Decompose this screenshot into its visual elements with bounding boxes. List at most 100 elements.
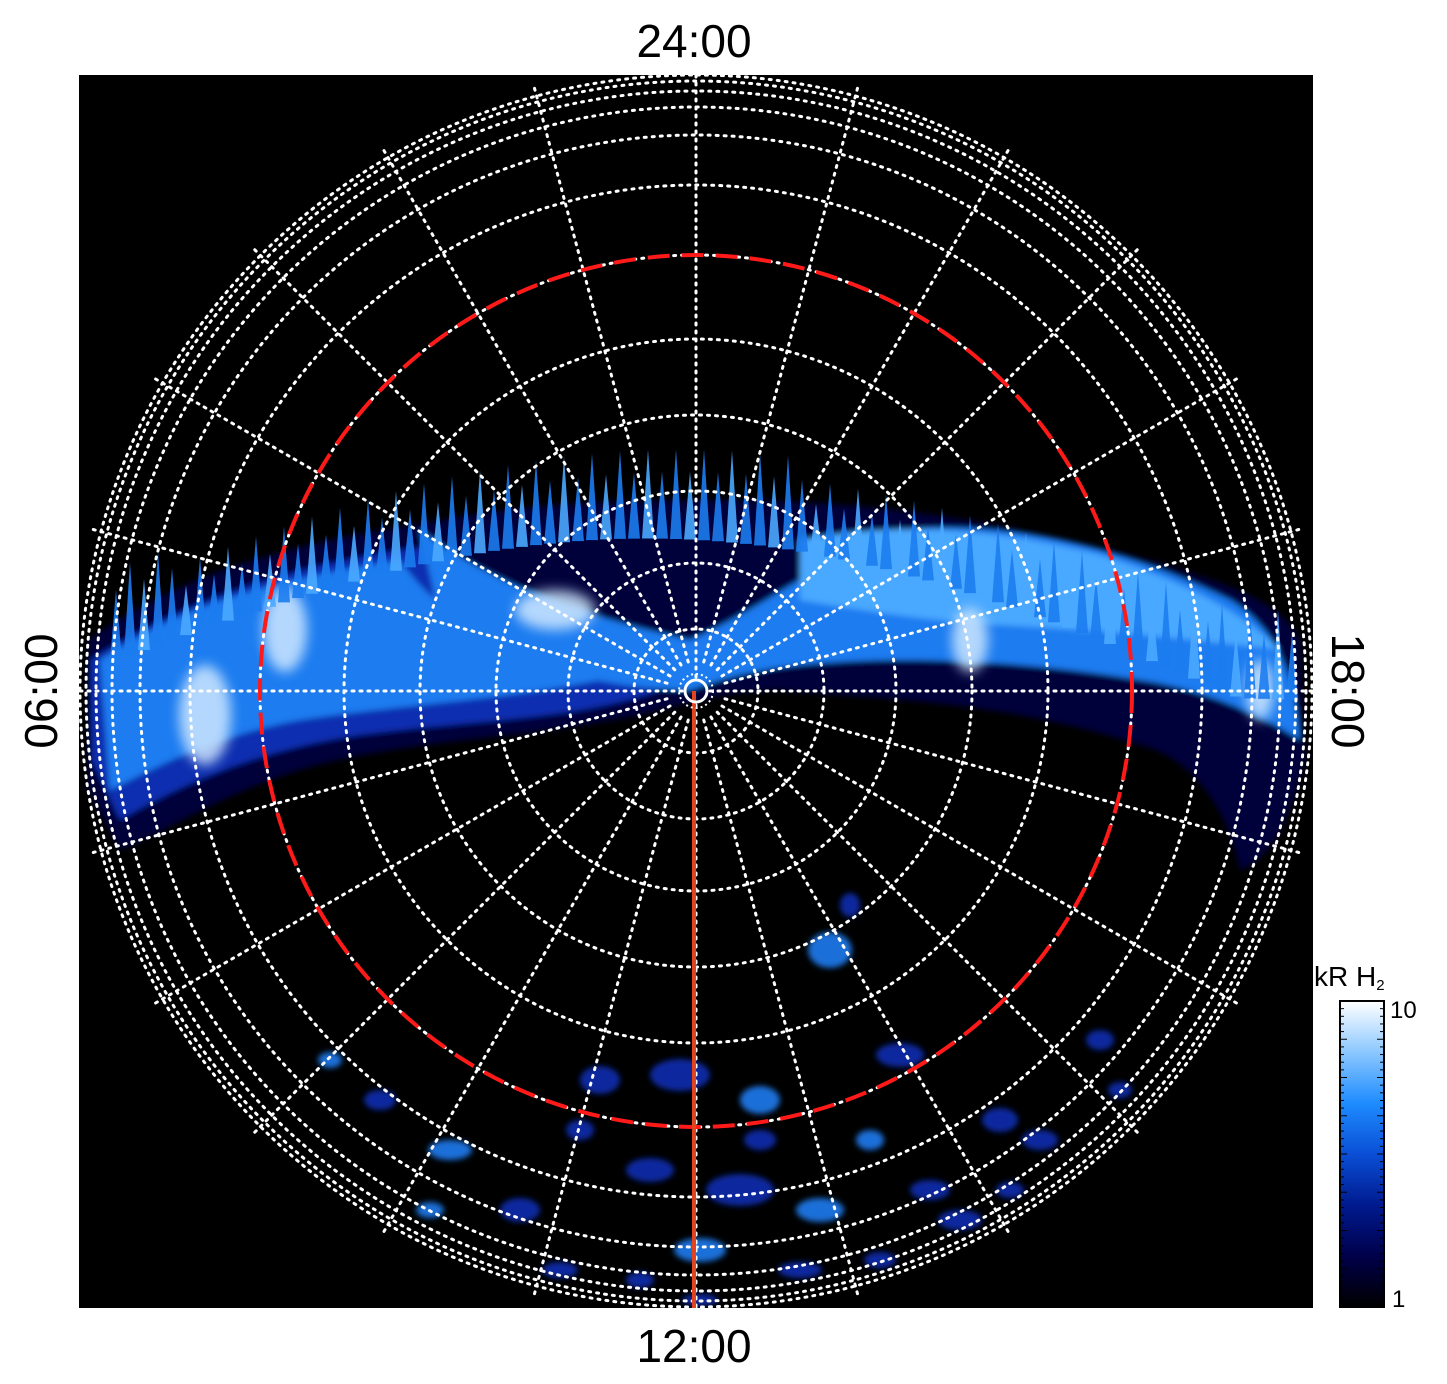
label-top-24h: 24:00 (636, 15, 751, 67)
meridian-line (702, 718, 860, 1297)
meridian-line (723, 697, 1302, 855)
band-spike (152, 551, 164, 646)
band-spike (1258, 632, 1270, 699)
band-spike (1006, 550, 1018, 608)
band-spike (138, 579, 150, 651)
band-spike (964, 515, 976, 594)
band-spike (922, 526, 934, 581)
band-spike (880, 494, 892, 570)
emission-patch (674, 1238, 726, 1262)
band-spike (992, 523, 1004, 603)
emission-patch (428, 1140, 472, 1160)
band-spike (418, 483, 430, 565)
emission-patch (938, 1210, 982, 1230)
emission-patch (1022, 1130, 1058, 1150)
band-spikes (110, 448, 1298, 700)
colorbar-max-label: 10 (1390, 997, 1417, 1024)
emission-patch (840, 893, 860, 917)
band-spike (1048, 541, 1060, 623)
band-spike (628, 472, 640, 539)
band-spike (656, 471, 668, 539)
emission-patch (500, 1198, 540, 1222)
band-spike (684, 471, 696, 540)
emission-patch (910, 1180, 950, 1200)
band-spike (1174, 609, 1186, 673)
emission-patch (744, 1130, 776, 1150)
band-spike (180, 585, 192, 636)
band-spike (572, 477, 584, 542)
meridian-line (720, 704, 1239, 1005)
meridian-line (153, 377, 672, 678)
label-left-06h: 06:00 (15, 633, 67, 748)
band-spike (908, 500, 920, 577)
band-spike (1104, 560, 1116, 644)
meridian-line (709, 148, 1010, 667)
band-spike (642, 449, 654, 539)
band-spike (488, 489, 500, 551)
emission-patch (856, 1130, 884, 1150)
meridian-line (382, 148, 683, 667)
hotspot (263, 588, 307, 672)
pole-marker-ring (678, 673, 714, 709)
band-spike (894, 519, 906, 573)
band-spike (474, 470, 486, 554)
meridian-line (720, 377, 1239, 678)
meridian-line (709, 715, 1010, 1234)
hotspot (515, 590, 595, 630)
band-spike (768, 476, 780, 548)
band-spike (600, 474, 612, 540)
band-spike (334, 507, 346, 586)
band-spike (1146, 599, 1158, 662)
band-spike (432, 502, 444, 562)
band-spike (390, 490, 402, 571)
latitude-circle (84, 79, 1308, 1303)
emission-patch (580, 1066, 620, 1094)
emission-patch (626, 1272, 654, 1288)
meridian-line (723, 527, 1302, 685)
meridian-line (252, 247, 677, 672)
band-spike (502, 464, 514, 549)
band-spike (1202, 620, 1214, 685)
band-spike (670, 448, 682, 539)
band-spike (824, 483, 836, 557)
emission-patch (364, 1090, 396, 1110)
band-spike (278, 526, 290, 603)
colorbar-title: kR H2 (1314, 961, 1385, 994)
colorbar-ticks (1340, 1000, 1384, 1308)
band-spike (222, 546, 234, 621)
meridian-line (90, 697, 669, 855)
emission-patch (808, 932, 852, 968)
band-spike (166, 568, 178, 641)
meridian-line (252, 710, 677, 1135)
polar-grid (79, 75, 1313, 1308)
band-spike (1160, 581, 1172, 667)
emission-patch (706, 1174, 774, 1206)
band-spike (712, 472, 724, 542)
meridian-line (532, 718, 690, 1297)
colorbar-title-main: kR H (1314, 961, 1376, 992)
band-spike (208, 574, 220, 626)
band-spike (404, 509, 416, 568)
band-spike (306, 516, 318, 594)
band-spike (1188, 592, 1200, 679)
band-spike (558, 456, 570, 543)
auroral-emission (88, 448, 1305, 1306)
band-spike (530, 460, 542, 546)
emission-patch (566, 1120, 594, 1140)
colorbar-title-subscript: 2 (1376, 977, 1384, 994)
band-spike (544, 480, 556, 544)
band-spike (124, 561, 136, 655)
meridian-line (702, 85, 860, 664)
colorbar-gradient (1339, 1000, 1385, 1308)
band-spike (796, 479, 808, 552)
band-spike (348, 525, 360, 582)
emission-patch (796, 1198, 844, 1222)
emission-patch (982, 1108, 1018, 1132)
band-spike (698, 449, 710, 541)
colorbar: kR H2 10 1 (1314, 961, 1417, 1313)
band-spike (754, 452, 766, 546)
emission-patch (1086, 1030, 1114, 1050)
band-spike (810, 504, 822, 555)
band-spike (1132, 571, 1144, 656)
emission-patch (626, 1158, 674, 1182)
